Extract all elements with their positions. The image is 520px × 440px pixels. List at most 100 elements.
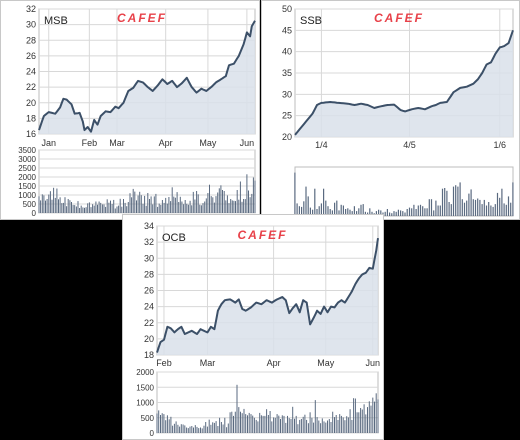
ssb-volume-bar	[488, 202, 490, 216]
ocb-y-tick-label: 24	[144, 302, 154, 312]
msb-volume-bar	[100, 202, 102, 213]
msb-volume-bar	[136, 200, 137, 213]
ocb-volume-bar	[339, 414, 341, 433]
msb-volume-bar	[168, 197, 170, 213]
ssb-volume-bar	[501, 188, 503, 216]
ocb-volume-tick-label: 1500	[136, 383, 154, 392]
msb-volume-bar	[187, 204, 189, 213]
ocb-volume-bar	[313, 422, 315, 433]
ssb-volume-bar	[426, 208, 428, 216]
ocb-volume-bar	[184, 425, 186, 433]
ssb-volume-bar	[378, 209, 380, 216]
msb-volume-bar	[74, 205, 76, 213]
ocb-volume-bar	[175, 421, 177, 433]
ssb-volume-bar	[345, 209, 347, 216]
ssb-volume-bar	[472, 199, 474, 216]
msb-volume-bar	[145, 205, 147, 213]
ssb-volume-bar	[305, 186, 307, 216]
msb-volume-bar	[126, 206, 128, 213]
ocb-chart: 18 20 22 24 26 28 30 32 34 OCB CAFEF Feb Mar Apr May Ju…	[136, 221, 380, 438]
msb-volume-bar	[103, 204, 105, 213]
ssb-cafef-logo: CAFEF	[374, 11, 424, 25]
ocb-volume-bar	[186, 427, 188, 433]
msb-volume-bar	[106, 199, 108, 213]
ssb-volume-bar	[389, 212, 391, 216]
ssb-volume-bar	[496, 192, 499, 216]
msb-volume-bar	[165, 197, 167, 213]
ocb-volume-bar	[283, 415, 285, 433]
ocb-volume-bar	[307, 423, 309, 433]
msb-volume-bar	[248, 190, 249, 213]
ocb-volume-bar	[215, 421, 217, 433]
ocb-volume-bar	[363, 404, 365, 433]
ssb-volume-bar	[393, 211, 395, 216]
ssb-ticker-label: SSB	[300, 15, 322, 27]
ocb-volume-bar	[196, 426, 198, 433]
ssb-volume-bar	[391, 213, 393, 216]
msb-volume-bar	[218, 188, 220, 213]
ssb-volume-bar	[323, 188, 325, 216]
ocb-y-tick-label: 28	[144, 269, 154, 279]
ocb-volume-bar	[248, 412, 250, 433]
ocb-volume-bar	[320, 423, 322, 433]
msb-cafef-logo: CAFEF	[117, 11, 167, 25]
msb-volume-bar	[127, 202, 129, 213]
ssb-volume-bar	[461, 199, 463, 216]
ssb-volume-bar	[444, 188, 446, 216]
ocb-volume-bar	[370, 405, 372, 433]
msb-volume-bar	[93, 205, 95, 213]
ssb-volume-bar	[358, 208, 360, 216]
ocb-volume-bar	[260, 415, 262, 433]
ocb-price-line	[156, 237, 379, 353]
ocb-volume-bar	[219, 417, 221, 434]
msb-volume-bar	[209, 184, 210, 213]
msb-volume-bar	[77, 201, 79, 213]
msb-volume-bar	[113, 199, 115, 213]
ocb-volume-bar	[342, 417, 344, 433]
msb-x-tick-label: Jan	[41, 138, 56, 148]
msb-volume-bar	[38, 196, 40, 213]
msb-volume-bar	[118, 205, 120, 213]
msb-volume-bar	[192, 191, 194, 213]
msb-volume-bar	[173, 196, 175, 213]
msb-volume-bar	[241, 201, 243, 213]
msb-volume-bar	[85, 207, 87, 213]
ocb-volume-bar	[281, 415, 283, 433]
ocb-volume-bar	[337, 419, 339, 433]
ocb-chart-panel: 18 20 22 24 26 28 30 32 34 OCB CAFEF Feb Mar Apr May Ju…	[122, 214, 384, 440]
ssb-volume-bar	[503, 203, 505, 216]
ocb-volume-bar	[189, 426, 191, 433]
ssb-volume-bar	[457, 186, 459, 216]
ssb-volume-bar	[397, 209, 399, 216]
ocb-volume-bar	[187, 428, 189, 433]
msb-volume-bar	[204, 201, 206, 213]
msb-volume-bar	[166, 203, 168, 213]
ocb-y-tick-label: 18	[144, 350, 154, 360]
ssb-volume-bar	[307, 196, 309, 216]
ssb-volume-bar	[338, 210, 340, 216]
ocb-volume-bar	[161, 413, 163, 433]
msb-x-tick-label: Apr	[159, 138, 173, 148]
msb-y-tick-label: 30	[26, 20, 36, 30]
ocb-y-tick-label: 34	[144, 221, 154, 231]
ssb-volume-bar	[320, 203, 322, 216]
ssb-volume-bar	[468, 193, 470, 216]
msb-volume-bar	[79, 208, 81, 213]
ssb-volume-bar	[380, 210, 382, 216]
msb-y-tick-label: 24	[26, 67, 36, 77]
msb-volume-bar	[163, 202, 165, 213]
ocb-volume-bar	[193, 427, 194, 433]
ssb-volume-bar	[351, 211, 353, 216]
ocb-volume-bar	[233, 415, 234, 433]
ocb-volume-bar	[222, 424, 224, 433]
msb-volume-bar	[45, 200, 46, 213]
ssb-volume-bar	[494, 204, 496, 216]
msb-volume-bar	[72, 204, 74, 213]
ocb-volume-bar	[252, 415, 254, 433]
msb-volume-bar	[252, 177, 254, 213]
msb-volume-bar	[139, 191, 141, 213]
msb-volume-bar	[61, 203, 63, 213]
msb-volume-bar	[251, 193, 253, 213]
ssb-chart: 20 25 30 35 40 45 50 SSB CAFEF 1/4 4/5 1/6	[282, 4, 514, 217]
msb-volume-bar	[158, 203, 160, 213]
